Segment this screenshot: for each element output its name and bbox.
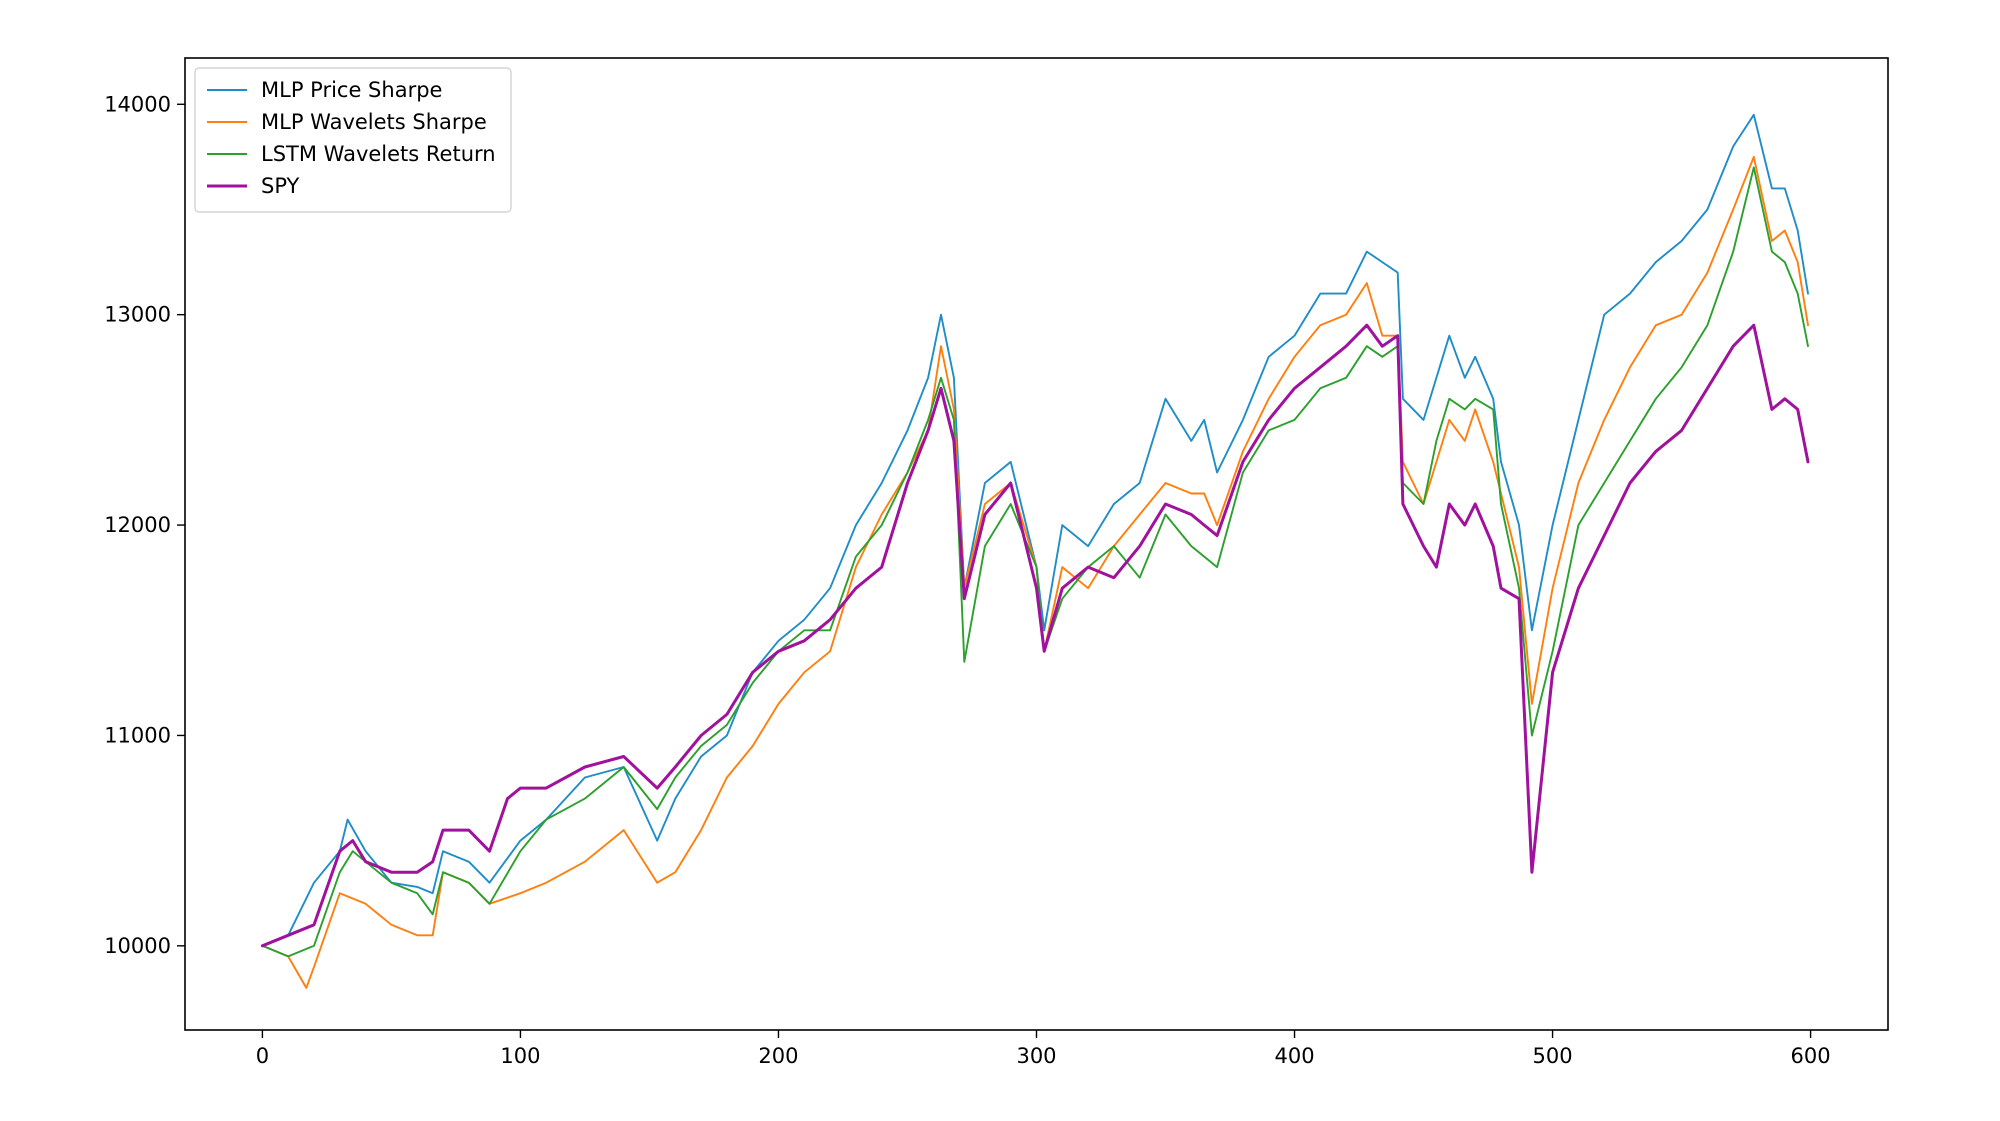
y-tick-label: 13000 — [104, 303, 171, 327]
x-tick-label: 400 — [1274, 1044, 1314, 1068]
legend: MLP Price Sharpe MLP Wavelets Sharpe LSTM … — [194, 67, 512, 213]
series-layer — [260, 113, 1810, 989]
legend-label-spy: SPY — [261, 174, 300, 198]
x-tick-label: 100 — [500, 1044, 540, 1068]
y-tick-label: 10000 — [104, 934, 171, 958]
legend-label-lstm-wavelets-return: LSTM Wavelets Return — [261, 142, 496, 166]
y-tick-label: 11000 — [104, 723, 171, 747]
x-tick-label: 600 — [1791, 1044, 1831, 1068]
y-tick-label: 14000 — [104, 92, 171, 116]
legend-label-mlp-price-sharpe: MLP Price Sharpe — [261, 78, 442, 102]
x-axis: 0 100 200 300 400 500 600 — [256, 1030, 1831, 1068]
y-tick-label: 12000 — [104, 513, 171, 537]
y-axis: 10000 11000 12000 13000 14000 — [104, 92, 185, 958]
x-tick-label: 200 — [758, 1044, 798, 1068]
legend-box — [194, 67, 512, 213]
x-tick-label: 500 — [1533, 1044, 1573, 1068]
x-tick-label: 0 — [256, 1044, 269, 1068]
series-line-mlp-wavelets-sharpe — [261, 155, 1809, 989]
legend-label-mlp-wavelets-sharpe: MLP Wavelets Sharpe — [261, 110, 487, 134]
series-line-spy — [260, 323, 1810, 948]
series-line-lstm-wavelets-return — [261, 166, 1809, 958]
x-tick-label: 300 — [1016, 1044, 1056, 1068]
series-line-mlp-price-sharpe — [261, 113, 1809, 947]
